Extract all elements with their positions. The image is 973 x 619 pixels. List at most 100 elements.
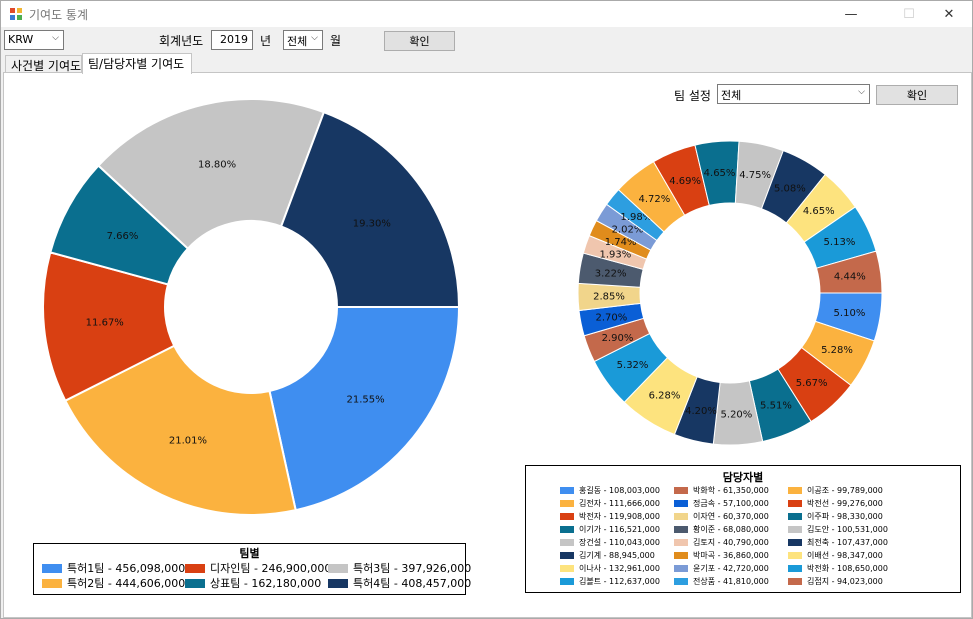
minimize-icon: — [844,6,858,22]
legend-swatch [674,539,688,546]
year-input[interactable]: 2019 [211,30,253,50]
slice-percent-label: 5.20% [721,409,753,420]
legend-label: 특허1팀 - 456,098,000 [67,562,186,575]
legend-swatch [788,578,802,585]
slice-percent-label: 2.70% [596,313,628,324]
maximize-icon: ☐ [903,6,915,22]
legend-label: 김볼트 - 112,637,000 [579,577,660,586]
legend-swatch [560,565,574,572]
legend-item: 황이준 - 68,080,000 [674,524,769,535]
legend-swatch [185,578,205,588]
legend-item: 최전축 - 107,437,000 [788,537,888,548]
team-legend-title: 팀별 [239,547,260,560]
legend-item: 이주파 - 98,330,000 [788,511,883,522]
year-suffix-label: 년 [260,34,272,48]
legend-label: 김도안 - 100,531,000 [807,525,888,534]
slice-percent-label: 2.85% [593,292,625,303]
legend-item: 윤기포 - 42,720,000 [674,563,769,574]
legend-item: 디자인팀 - 246,900,000 [185,560,331,576]
legend-item: 김볼트 - 112,637,000 [560,576,660,587]
slice-percent-label: 5.13% [824,237,856,248]
legend-item: 특허3팀 - 397,926,000 [328,560,471,576]
legend-swatch [674,500,688,507]
team-confirm-button[interactable]: 확인 [876,85,958,105]
legend-label: 김접지 - 94,023,000 [807,577,883,586]
legend-label: 김토지 - 40,790,000 [693,538,769,547]
legend-swatch [788,552,802,559]
month-select[interactable]: 전체 ⌵ [283,30,323,50]
tab-panel: 팀 설정 전체 ⌵ 확인 21.55% 21.01% 11.67% 7.66% 18.8… [3,72,972,618]
legend-swatch [788,565,802,572]
legend-swatch [560,552,574,559]
legend-item: 박마곡 - 36,860,000 [674,550,769,561]
legend-label: 박화학 - 61,350,000 [693,486,769,495]
legend-label: 황이준 - 68,080,000 [693,525,769,534]
slice-percent-label: 1.98% [620,212,652,223]
legend-label: 윤기포 - 42,720,000 [693,564,769,573]
slice-percent-label: 18.80% [198,159,236,170]
slice-percent-label: 3.22% [595,269,627,280]
slice-percent-label: 5.08% [774,183,806,194]
slice-percent-label: 2.90% [602,333,634,344]
legend-item: 정금속 - 57,100,000 [674,498,769,509]
confirm-button[interactable]: 확인 [384,31,455,51]
legend-item: 특허4팀 - 408,457,000 [328,575,471,591]
legend-swatch [788,513,802,520]
legend-label: 이배선 - 98,347,000 [807,551,883,560]
legend-item: 전상품 - 41,810,000 [674,576,769,587]
tab-team-staff-contribution[interactable]: 팀/담당자별 기여도 [82,53,192,74]
legend-item: 홍길동 - 108,003,000 [560,485,660,496]
legend-swatch [674,552,688,559]
legend-label: 박전자 - 119,908,000 [579,512,660,521]
legend-label: 장건설 - 110,043,000 [579,538,660,547]
legend-item: 박전선 - 99,276,000 [788,498,883,509]
legend-swatch [674,565,688,572]
chevron-down-icon: ⌵ [311,33,318,43]
legend-swatch [42,578,62,588]
team-donut-chart: 21.55% 21.01% 11.67% 7.66% 18.80% 19.30% [42,98,461,516]
legend-item: 김토지 - 40,790,000 [674,537,769,548]
month-suffix-label: 월 [330,34,342,48]
slice-percent-label: 11.67% [86,317,124,328]
close-button[interactable]: ✕ [926,1,972,27]
chevron-down-icon: ⌵ [858,87,865,97]
slice-percent-label: 5.10% [834,308,866,319]
legend-item: 이자연 - 60,370,000 [674,511,769,522]
minimize-button[interactable]: — [828,1,874,27]
legend-item: 이나사 - 132,961,000 [560,563,660,574]
slice-percent-label: 2.02% [612,224,644,235]
currency-select[interactable]: KRW ⌵ [4,30,64,50]
slice-percent-label: 1.74% [605,237,637,248]
legend-label: 김전자 - 111,666,000 [579,499,660,508]
slice-percent-label: 5.51% [760,400,792,411]
slice-percent-label: 7.66% [107,231,139,242]
team-select[interactable]: 전체 ⌵ [717,84,870,104]
legend-label: 이주파 - 98,330,000 [807,512,883,521]
slice-percent-label: 5.32% [617,360,649,371]
month-value: 전체 [287,35,308,48]
legend-swatch [328,563,348,573]
legend-label: 정금속 - 57,100,000 [693,499,769,508]
team-legend: 팀별 특허1팀 - 456,098,000 특허2팀 - 444,606,000 디… [33,543,471,595]
legend-swatch [674,487,688,494]
staff-legend-title: 담당자별 [722,471,764,484]
legend-label: 최전축 - 107,437,000 [807,538,888,547]
legend-swatch [674,526,688,533]
donut-slice [279,110,461,308]
toolbar: KRW ⌵ 회계년도 2019 년 전체 ⌵ 월 확인 [1,27,972,53]
legend-swatch [674,513,688,520]
legend-item: 장건설 - 110,043,000 [560,537,660,548]
slice-percent-label: 4.69% [669,176,701,187]
legend-label: 김기계 - 88,945,000 [579,551,655,560]
team-select-value: 전체 [721,89,742,102]
legend-swatch [560,500,574,507]
title-bar: 기여도 통계 — ☐ ✕ [1,1,972,27]
slice-percent-label: 4.75% [739,170,771,181]
slice-percent-label: 1.93% [599,250,631,261]
legend-swatch [788,500,802,507]
slice-percent-label: 21.01% [169,435,207,446]
legend-item: 이배선 - 98,347,000 [788,550,883,561]
legend-label: 이기가 - 116,521,000 [579,525,660,534]
tab-case-contribution[interactable]: 사건별 기여도 [5,55,82,73]
maximize-button[interactable]: ☐ [886,1,932,27]
